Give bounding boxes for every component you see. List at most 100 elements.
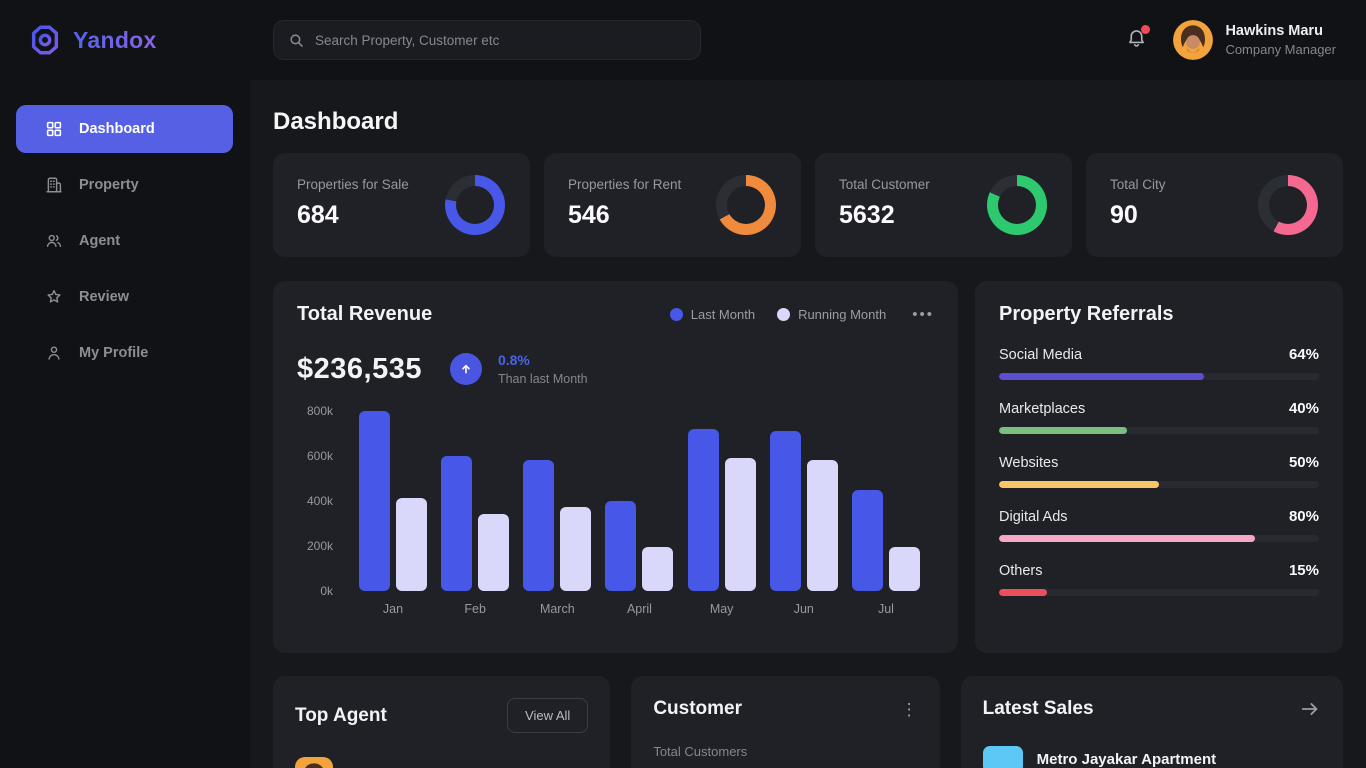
kebab-menu-icon[interactable]: ⋮ [900, 699, 918, 719]
stats-row: Properties for Sale 684 Properties for Ren… [273, 153, 1343, 257]
referral-label: Social Media [999, 346, 1083, 363]
arrow-up-icon [449, 353, 482, 385]
notification-bell-button[interactable] [1126, 25, 1151, 53]
bar-last-month [441, 456, 473, 591]
y-tick-label: 200k [306, 539, 333, 553]
stat-donut-chart [987, 175, 1047, 235]
ellipsis-icon[interactable]: ••• [912, 306, 934, 323]
x-tick-label: Jun [793, 602, 814, 616]
x-tick-label: May [709, 602, 734, 616]
revenue-title: Total Revenue [297, 303, 433, 325]
profile-menu[interactable]: Hawkins Maru Company Manager [1173, 20, 1336, 60]
brand-name: Yandox [73, 26, 157, 53]
search-bar[interactable] [273, 20, 701, 60]
chart-y-axis: 800k 600k 400k 200k 0k [297, 404, 333, 598]
view-all-button[interactable]: View All [507, 698, 589, 733]
user-avatar [1173, 20, 1214, 60]
referral-label: Others [999, 562, 1043, 579]
brand[interactable]: Yandox [0, 23, 250, 57]
referral-progress-fill [999, 427, 1127, 434]
bar-running-month [724, 458, 756, 591]
sidebar-item-agent[interactable]: Agent [16, 217, 233, 265]
referral-percent: 40% [1288, 400, 1319, 417]
agent-list-item[interactable]: Benny Chagur [295, 757, 588, 768]
latest-sales-title: Latest Sales [982, 698, 1094, 719]
arrow-right-icon[interactable] [1299, 698, 1321, 720]
sidebar-item-my-profile[interactable]: My Profile [16, 329, 233, 377]
page-title: Dashboard [273, 108, 399, 135]
referral-progress-fill [999, 589, 1047, 596]
referrals-list: Social Media 64% Marketplaces 40% Websites 50… [999, 346, 1319, 596]
stat-label: Properties for Rent [568, 177, 682, 192]
y-tick-label: 600k [306, 449, 333, 463]
bar-last-month [359, 411, 390, 591]
referral-progress-track [999, 373, 1319, 380]
person-icon [45, 344, 63, 362]
bar-running-month [806, 460, 838, 591]
referral-row: Marketplaces 40% [999, 400, 1319, 434]
referral-progress-fill [999, 481, 1159, 488]
sale-thumbnail [982, 746, 1023, 768]
main-content: Dashboard Properties for Sale 684 Properti… [250, 80, 1366, 768]
sidebar-item-label: My Profile [79, 345, 149, 361]
referral-row: Digital Ads 80% [999, 508, 1319, 542]
search-icon [288, 32, 305, 49]
referral-row: Websites 50% [999, 454, 1319, 488]
referral-progress-fill [999, 535, 1255, 542]
star-icon [45, 288, 63, 306]
notification-dot [1141, 25, 1151, 34]
bar-last-month [605, 501, 637, 591]
chart-plot: Jan Feb March April May Jun Jul [333, 411, 934, 616]
stat-label: Total Customer [839, 177, 930, 192]
stat-value: 90 [1110, 201, 1138, 229]
customer-card: Customer ⋮ Total Customers [631, 676, 940, 768]
referral-percent: 64% [1288, 346, 1319, 363]
bar-last-month [523, 460, 555, 591]
referral-progress-track [999, 589, 1319, 596]
sale-list-item[interactable]: Metro Jayakar Apartment [982, 746, 1321, 768]
legend-dot-icon [777, 308, 791, 321]
total-customers-label: Total Customers [653, 744, 748, 759]
x-tick-label: April [626, 602, 652, 616]
y-tick-label: 0k [320, 584, 333, 598]
stat-card: Properties for Rent 546 [544, 153, 801, 257]
agent-avatar [295, 757, 333, 768]
revenue-bar-chart: 800k 600k 400k 200k 0k Jan Feb March April May Ju… [297, 404, 934, 616]
y-tick-label: 400k [306, 494, 333, 508]
referral-progress-track [999, 535, 1319, 542]
stat-value: 546 [568, 201, 610, 229]
yandox-logo-icon [28, 23, 62, 57]
sidebar-item-property[interactable]: Property [16, 161, 233, 209]
agents-icon [45, 232, 63, 250]
legend-item[interactable]: Running Month [777, 307, 886, 322]
sidebar-item-dashboard[interactable]: Dashboard [16, 105, 233, 153]
referral-percent: 15% [1288, 562, 1319, 579]
search-input[interactable] [315, 32, 686, 48]
y-tick-label: 800k [306, 404, 333, 418]
bar-running-month [888, 547, 920, 591]
legend-item[interactable]: Last Month [669, 307, 755, 322]
sidebar-item-label: Dashboard [79, 121, 155, 137]
referral-label: Websites [999, 454, 1059, 471]
sidebar-item-label: Review [79, 289, 129, 305]
stat-label: Properties for Sale [297, 177, 409, 192]
sale-name: Metro Jayakar Apartment [1036, 751, 1217, 768]
revenue-change: 0.8% [497, 352, 530, 368]
sidebar-item-review[interactable]: Review [16, 273, 233, 321]
stat-donut-chart [445, 175, 505, 235]
bar-group: May [687, 411, 756, 616]
bar-group: Jun [769, 411, 838, 616]
customer-title: Customer [653, 698, 743, 719]
stat-card: Total Customer 5632 [815, 153, 1072, 257]
x-tick-label: Jul [877, 602, 894, 616]
bar-group: Jul [851, 411, 920, 616]
referral-row: Social Media 64% [999, 346, 1319, 380]
top-agent-title: Top Agent [295, 704, 387, 726]
top-agent-card: Top Agent View All Benny Chagur [273, 676, 611, 768]
sidebar-item-label: Agent [79, 233, 121, 249]
bar-group: March [523, 411, 592, 616]
referral-progress-fill [999, 373, 1204, 380]
legend-dot-icon [669, 308, 683, 321]
referrals-title: Property Referrals [999, 303, 1174, 325]
referral-label: Marketplaces [999, 400, 1086, 417]
